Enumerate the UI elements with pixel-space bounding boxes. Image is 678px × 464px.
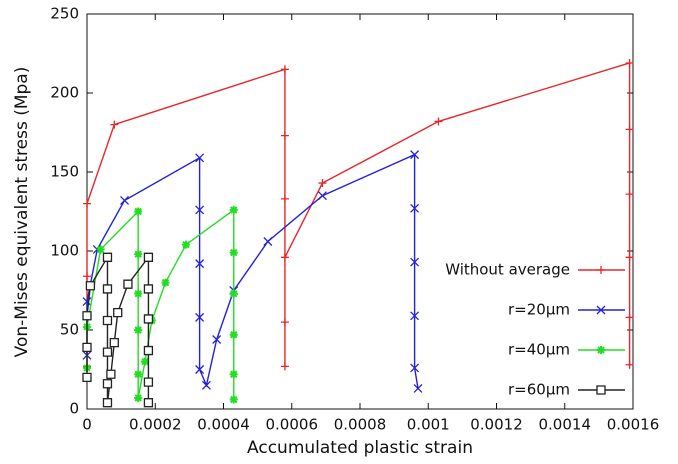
y-tick-label: 100 bbox=[50, 242, 79, 260]
y-tick-label: 200 bbox=[50, 84, 79, 102]
marker bbox=[106, 369, 116, 379]
marker bbox=[195, 205, 205, 215]
marker bbox=[102, 284, 113, 294]
marker bbox=[109, 337, 119, 348]
marker bbox=[134, 207, 143, 216]
x-tick-label: 0.0006 bbox=[266, 416, 319, 434]
marker bbox=[102, 252, 113, 262]
marker bbox=[229, 205, 238, 214]
marker bbox=[280, 253, 289, 262]
marker bbox=[195, 259, 205, 269]
marker bbox=[280, 194, 289, 203]
marker bbox=[318, 179, 327, 188]
x-tick-label: 0 bbox=[82, 416, 92, 434]
marker bbox=[96, 245, 105, 254]
marker bbox=[318, 191, 327, 201]
marker bbox=[143, 252, 154, 262]
marker bbox=[625, 190, 634, 199]
marker bbox=[195, 153, 205, 163]
legend-marker bbox=[596, 385, 606, 395]
x-axis-label: Accumulated plastic strain bbox=[247, 438, 473, 458]
x-tick-label: 0.0004 bbox=[197, 416, 250, 434]
marker bbox=[102, 398, 113, 408]
x-tick-label: 0.0002 bbox=[129, 416, 182, 434]
legend-marker bbox=[596, 305, 606, 315]
marker bbox=[143, 377, 154, 387]
x-tick-label: 0.0008 bbox=[334, 416, 387, 434]
marker bbox=[181, 240, 190, 249]
legend-label: r=20μm bbox=[508, 301, 570, 319]
marker bbox=[229, 289, 238, 298]
marker bbox=[143, 345, 154, 356]
marker bbox=[113, 307, 123, 318]
marker bbox=[82, 342, 92, 353]
y-tick-label: 150 bbox=[50, 163, 79, 181]
marker bbox=[201, 380, 211, 390]
marker bbox=[82, 311, 92, 321]
marker bbox=[410, 311, 420, 321]
marker bbox=[229, 248, 238, 257]
marker bbox=[134, 370, 143, 379]
marker bbox=[161, 278, 170, 287]
series-line bbox=[86, 254, 150, 403]
marker bbox=[410, 150, 420, 160]
x-tick-label: 0.0012 bbox=[470, 416, 523, 434]
marker bbox=[143, 398, 154, 408]
marker bbox=[83, 199, 91, 208]
marker bbox=[82, 297, 92, 307]
marker bbox=[410, 257, 420, 267]
y-tick-label: 50 bbox=[60, 321, 79, 339]
legend-label: r=60μm bbox=[508, 381, 570, 399]
marker bbox=[434, 117, 443, 126]
marker bbox=[134, 289, 143, 298]
marker bbox=[280, 318, 289, 327]
legend-label: Without average bbox=[445, 261, 570, 279]
legend-marker bbox=[597, 266, 605, 274]
marker bbox=[625, 58, 634, 67]
y-axis-label: Von-Mises equivalent stress (Mpa) bbox=[12, 67, 32, 358]
marker bbox=[280, 65, 289, 74]
legend-marker bbox=[597, 346, 605, 354]
marker bbox=[123, 279, 133, 289]
marker bbox=[141, 357, 150, 366]
x-tick-label: 0.0014 bbox=[539, 416, 592, 434]
series-line bbox=[86, 153, 419, 389]
marker bbox=[134, 393, 143, 402]
marker bbox=[280, 362, 289, 371]
marker bbox=[212, 335, 222, 344]
x-tick-label: 0.001 bbox=[407, 416, 450, 434]
marker bbox=[83, 272, 91, 281]
legend-label: r=40μm bbox=[508, 341, 570, 359]
marker bbox=[82, 372, 92, 383]
marker bbox=[134, 250, 143, 259]
marker bbox=[263, 237, 273, 246]
marker bbox=[229, 370, 238, 379]
marker bbox=[195, 365, 205, 374]
marker bbox=[625, 125, 634, 134]
x-tick-label: 0.0016 bbox=[607, 416, 660, 434]
marker bbox=[102, 379, 113, 389]
marker bbox=[625, 253, 634, 262]
series-line bbox=[86, 62, 631, 367]
marker bbox=[134, 326, 143, 334]
marker bbox=[280, 131, 289, 140]
marker bbox=[625, 360, 634, 369]
marker bbox=[229, 395, 238, 404]
y-tick-label: 0 bbox=[69, 400, 79, 418]
marker bbox=[143, 314, 154, 324]
marker bbox=[110, 120, 119, 129]
marker bbox=[625, 313, 634, 322]
marker bbox=[85, 281, 96, 291]
marker bbox=[120, 195, 129, 205]
marker bbox=[413, 384, 423, 393]
marker bbox=[410, 203, 420, 213]
marker bbox=[229, 330, 238, 339]
y-tick-label: 250 bbox=[50, 5, 79, 23]
marker bbox=[102, 315, 113, 326]
marker bbox=[195, 312, 205, 322]
marker bbox=[143, 284, 154, 294]
marker bbox=[410, 363, 420, 373]
marker bbox=[102, 347, 113, 357]
